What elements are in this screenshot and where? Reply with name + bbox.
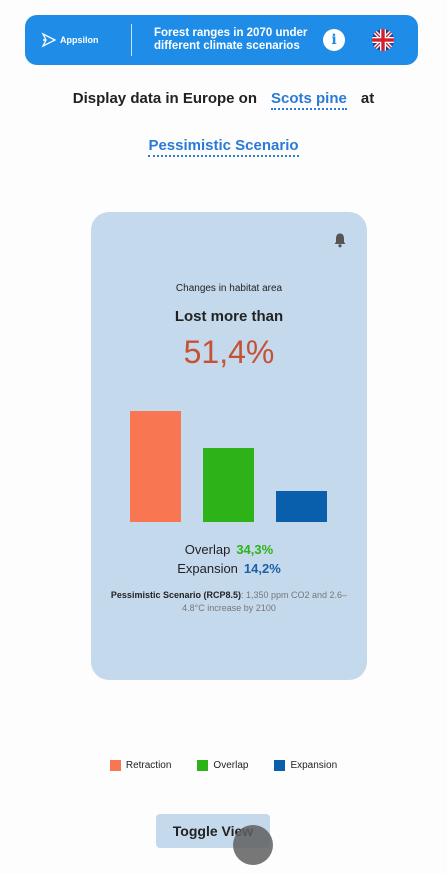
bar-overlap [203, 448, 254, 522]
species-select[interactable]: Scots pine [271, 90, 347, 110]
legend-label: Retraction [125, 760, 172, 771]
bar-retraction [130, 411, 181, 522]
header-divider [131, 24, 132, 56]
legend-swatch [274, 760, 286, 771]
appsilon-logo-icon [41, 32, 57, 48]
chart-legend: Retraction Overlap Expansion [0, 760, 447, 771]
legend-item-overlap: Overlap [197, 760, 248, 771]
overlap-label: Overlap [184, 542, 231, 557]
scenario-desc: : 1,350 ppm CO2 and 2.6–4.8°C increase b… [182, 590, 348, 613]
lost-percentage: 51,4% [183, 334, 275, 370]
header-title: Forest ranges in 2070 under different cl… [154, 27, 308, 52]
legend-swatch [197, 760, 209, 771]
uk-flag-icon[interactable] [371, 28, 395, 52]
scenario-description: Pessimistic Scenario (RCP8.5): 1,350 ppm… [103, 589, 355, 615]
card-headline: Lost more than [174, 308, 284, 325]
overlap-value: 34,3% [236, 542, 274, 557]
legend-label: Overlap [213, 760, 249, 771]
legend-item-expansion: Expansion [274, 760, 337, 771]
display-label: Display data in Europe on [72, 90, 257, 107]
legend-swatch [109, 760, 121, 771]
card-subtitle: Changes in habitat area [175, 283, 283, 294]
scenario-line: Pessimistic Scenario [0, 137, 447, 157]
bell-icon[interactable] [332, 232, 348, 248]
expansion-stat: Expansion 14,2% [91, 561, 367, 576]
app-header: Appsilon Forest ranges in 2070 under dif… [25, 15, 418, 65]
bar-expansion [276, 491, 327, 522]
expansion-value: 14,2% [243, 561, 281, 576]
legend-item-retraction: Retraction [109, 760, 172, 771]
info-icon[interactable]: i [323, 29, 345, 51]
expansion-label: Expansion [177, 561, 238, 576]
habitat-bar-chart [91, 392, 367, 522]
logo-text: Appsilon [60, 35, 99, 45]
legend-label: Expansion [290, 760, 338, 771]
display-line: Display data in Europe on Scots pine at [0, 90, 447, 110]
overlap-stat: Overlap 34,3% [91, 542, 367, 557]
scenario-name: Pessimistic Scenario (RCP8.5) [110, 590, 241, 600]
at-label: at [360, 90, 375, 107]
scenario-select[interactable]: Pessimistic Scenario [148, 137, 299, 157]
appsilon-logo[interactable]: Appsilon [41, 32, 123, 48]
habitat-card: Changes in habitat area Lost more than 5… [91, 212, 367, 680]
touch-cursor-indicator [233, 825, 273, 865]
